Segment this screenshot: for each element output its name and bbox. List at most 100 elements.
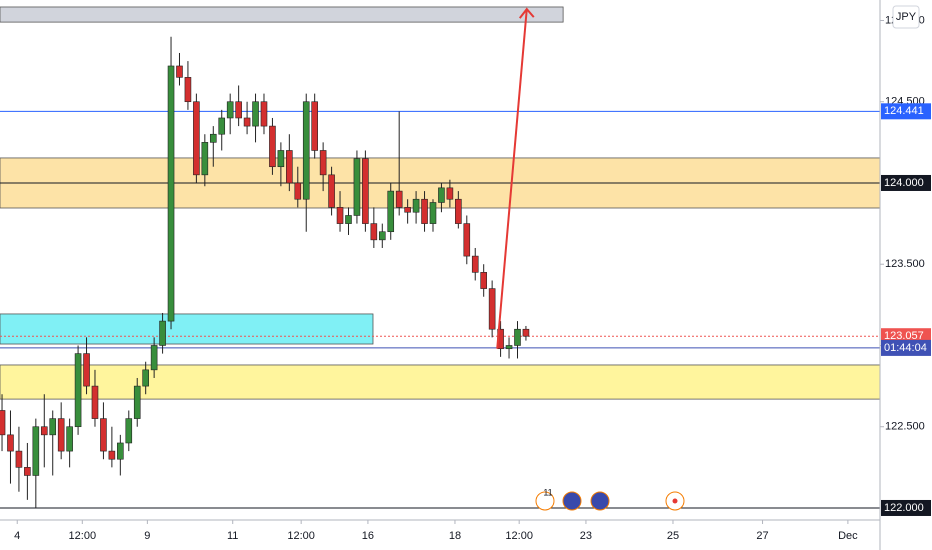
candle-body (455, 198, 462, 224)
x-tick-label: 23 (580, 530, 592, 542)
candle-body (336, 207, 344, 224)
event-icon (535, 491, 555, 511)
candle-body (91, 385, 99, 419)
candle-body (226, 101, 234, 119)
candle-body (387, 190, 395, 233)
candle-body (362, 158, 369, 224)
zone (0, 6, 564, 23)
x-tick-label: 12:00 (69, 530, 97, 542)
candle-body (421, 198, 428, 224)
candle-body (49, 418, 57, 436)
x-tick-label: 4 (14, 530, 20, 542)
candle-body (505, 345, 513, 350)
candle-body (57, 418, 65, 452)
x-tick-label: 11 (227, 530, 238, 542)
candle-body (319, 150, 327, 176)
x-tick-label: 9 (144, 530, 150, 542)
candle-body (463, 223, 471, 257)
candle-body (269, 125, 276, 168)
price-label: 122.000 (884, 502, 924, 514)
events: 11 (535, 487, 685, 511)
candle-body (40, 426, 48, 436)
candle-body (7, 434, 14, 452)
event-icon (590, 491, 610, 511)
price-label: 01:44:04 (884, 342, 927, 354)
candle-body (133, 385, 141, 419)
candle-body (0, 410, 6, 436)
candle-body (125, 418, 133, 444)
candle-body (412, 198, 420, 213)
candle-body (446, 187, 454, 200)
candle-body (522, 328, 530, 337)
candle-body (395, 190, 403, 208)
price-label-bg (881, 103, 931, 120)
price-label: 123.057 (884, 330, 924, 342)
zones (0, 6, 881, 400)
price-label-bg (881, 499, 931, 516)
x-tick-label: 12:00 (287, 530, 315, 542)
event-icon (562, 491, 582, 511)
currency-box (892, 5, 920, 29)
price-label-bg (881, 339, 931, 356)
candle-body (100, 418, 107, 452)
candle-body (353, 158, 361, 216)
candle-body (328, 174, 335, 208)
candle-body (302, 101, 310, 200)
y-tick-label: 123.500 (885, 258, 925, 270)
candle-body (438, 187, 445, 203)
candle-body (142, 369, 149, 387)
candle-body (159, 320, 166, 346)
candle-body (429, 202, 437, 224)
candle-body (193, 101, 200, 176)
candle-body (488, 288, 496, 330)
candle-body (74, 353, 82, 428)
candle-body (218, 117, 226, 135)
candle-body (378, 231, 386, 241)
candle-body (480, 272, 487, 289)
axis: 122.500123.000123.500124.500125.000412:0… (14, 14, 931, 542)
currency: JPY (896, 11, 917, 23)
price-label: 124.000 (884, 177, 924, 189)
event-count: 11 (543, 487, 552, 497)
price-axis (880, 0, 932, 550)
candle-body (24, 467, 31, 476)
candle-body (311, 101, 318, 151)
candle-body (184, 77, 192, 103)
candle-body (286, 150, 293, 184)
candle-body (167, 65, 175, 322)
candle-body (277, 150, 285, 168)
zone (0, 364, 881, 400)
x-tick-label: 27 (756, 530, 768, 542)
price-label: 124.441 (884, 105, 924, 117)
candle-body (32, 426, 40, 476)
candle-body (404, 207, 411, 213)
y-tick-label: 122.500 (885, 421, 925, 433)
price-label-bg (881, 174, 931, 191)
candle-body (294, 182, 302, 200)
x-tick-label: 18 (449, 530, 461, 542)
event-dot (672, 498, 678, 504)
candle-body (117, 442, 124, 460)
zone (0, 313, 374, 345)
candle-body (345, 215, 352, 224)
candle-body (209, 133, 217, 143)
candle-body (66, 426, 73, 452)
candle-body (201, 142, 209, 176)
x-tick-label: 16 (362, 530, 374, 542)
candle-body (471, 255, 479, 273)
x-tick-label: Dec (838, 530, 858, 542)
arrow-line (496, 9, 528, 349)
x-tick-label: 25 (667, 530, 679, 542)
candle-body (260, 101, 268, 127)
candle-body (176, 65, 183, 78)
candle-body (370, 223, 378, 241)
candle-body (252, 101, 259, 127)
candle-body (108, 450, 116, 460)
candle-body (243, 117, 251, 127)
candle-body (514, 328, 521, 346)
time-axis (0, 520, 880, 550)
x-tick-label: 12:00 (505, 530, 533, 542)
arrow-head (518, 7, 535, 19)
